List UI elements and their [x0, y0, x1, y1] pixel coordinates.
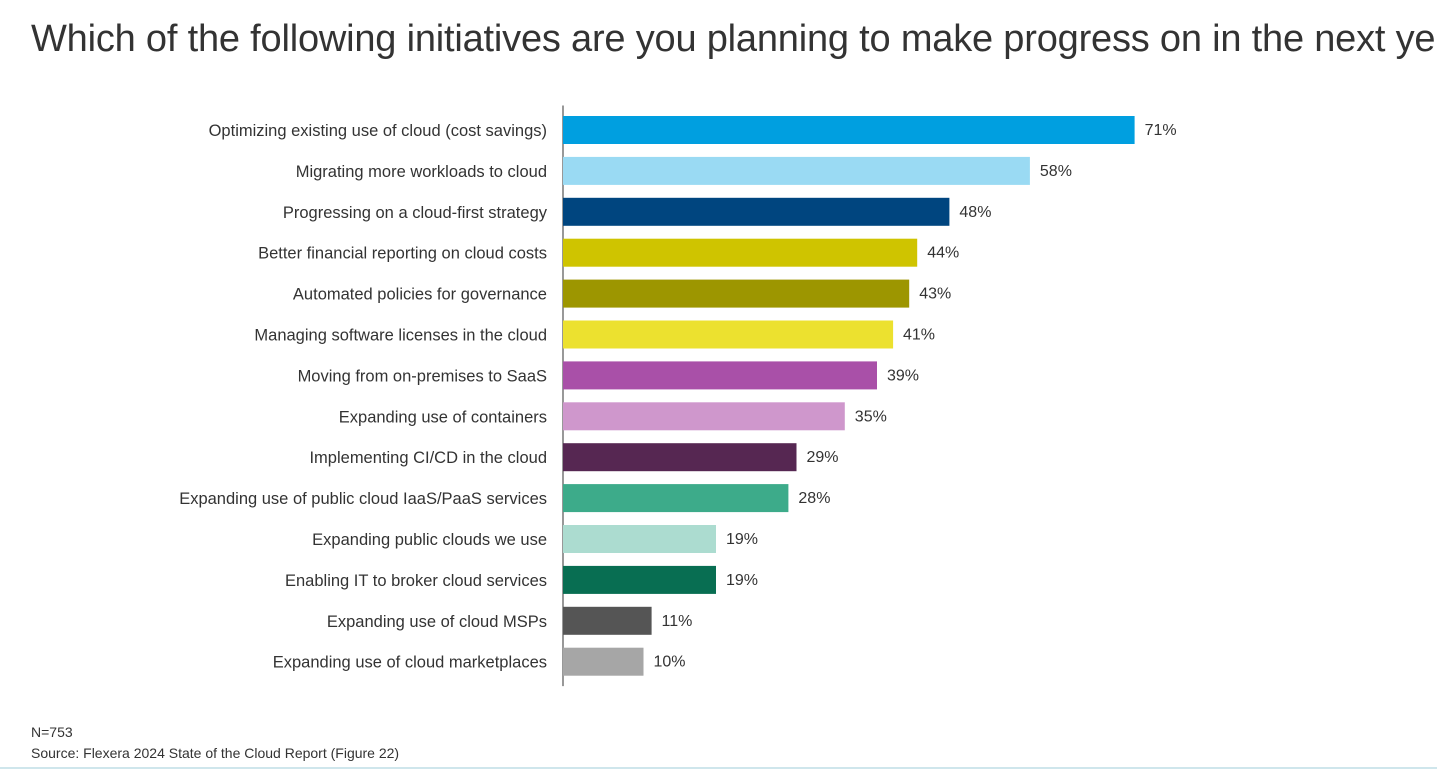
value-label: 19%	[726, 531, 758, 548]
bar	[563, 525, 716, 553]
category-label: Expanding use of containers	[339, 408, 547, 426]
category-label: Expanding use of cloud marketplaces	[273, 654, 547, 672]
value-label: 71%	[1145, 122, 1177, 139]
category-label: Expanding use of cloud MSPs	[327, 613, 547, 631]
category-label: Moving from on-premises to SaaS	[298, 367, 547, 385]
category-label: Automated policies for governance	[293, 286, 547, 304]
bar	[563, 156, 1030, 185]
category-label: Managing software licenses in the cloud	[254, 327, 547, 345]
bar	[563, 116, 1135, 144]
value-label: 29%	[807, 449, 839, 466]
bar	[563, 484, 789, 513]
bar	[563, 443, 797, 472]
bar	[563, 606, 652, 635]
value-label: 44%	[927, 245, 959, 262]
value-label: 35%	[855, 408, 887, 425]
category-label: Migrating more workloads to cloud	[296, 163, 547, 181]
bar	[563, 279, 910, 308]
bar	[563, 647, 644, 676]
category-label: Enabling IT to broker cloud services	[285, 572, 547, 590]
source-note: Source: Flexera 2024 State of the Cloud …	[31, 745, 400, 761]
category-label: Expanding public clouds we use	[312, 531, 547, 549]
bar	[563, 238, 918, 267]
bar	[563, 565, 716, 594]
value-label: 48%	[959, 204, 991, 221]
category-label: Optimizing existing use of cloud (cost s…	[209, 122, 547, 140]
bar	[563, 361, 877, 390]
chart-title: Which of the following initiatives are y…	[31, 18, 1437, 60]
value-label: 19%	[726, 572, 758, 589]
sample-size-note: N=753	[31, 724, 73, 740]
category-label: Expanding use of public cloud IaaS/PaaS …	[179, 490, 547, 508]
bar	[563, 402, 845, 431]
bar	[563, 320, 894, 349]
bar	[563, 197, 950, 226]
value-label: 11%	[662, 613, 693, 630]
value-label: 10%	[654, 654, 686, 671]
bottom-divider	[0, 767, 1437, 769]
value-label: 28%	[798, 490, 830, 507]
value-label: 43%	[919, 286, 951, 303]
value-label: 39%	[887, 367, 919, 384]
value-label: 58%	[1040, 163, 1072, 180]
category-label: Progressing on a cloud-first strategy	[283, 204, 548, 222]
category-label: Better financial reporting on cloud cost…	[258, 245, 547, 263]
category-label: Implementing CI/CD in the cloud	[309, 449, 547, 467]
value-label: 41%	[903, 327, 935, 344]
